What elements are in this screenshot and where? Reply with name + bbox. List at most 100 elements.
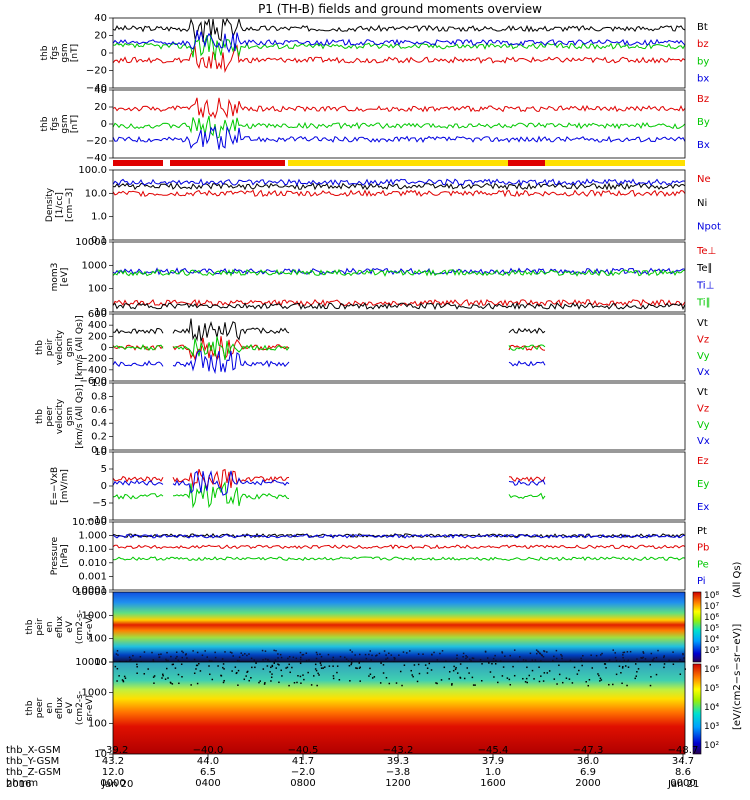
spectrogram-speckle [196, 664, 199, 667]
panel-peer_spec: 10000 1000 100 10 thb peer en eflux eV (cm2-s-sr-… [25, 657, 113, 760]
spectrogram-speckle [299, 658, 302, 661]
legend-fgs-3: bx [697, 74, 709, 85]
spectrogram-speckle [582, 655, 584, 657]
x-tick-label: 6.9 [580, 767, 596, 778]
spectrogram-speckle [657, 649, 659, 652]
spectrogram-speckle [410, 669, 412, 672]
spectrogram-speckle [358, 662, 360, 664]
spectrogram-speckle [320, 664, 322, 666]
spectrogram-speckle [433, 651, 435, 654]
spectrogram-speckle [301, 654, 304, 656]
spectrogram-speckle [170, 682, 172, 684]
spectrogram-speckle [502, 666, 505, 668]
spectrogram-speckle [315, 651, 318, 654]
spectrogram-speckle [152, 676, 155, 678]
colorbar-tick: 10⁵ [704, 684, 719, 694]
spectrogram-speckle [222, 663, 225, 665]
spectrogram-speckle [165, 658, 167, 661]
spectrogram-speckle [261, 649, 264, 652]
spectrogram-speckle [350, 658, 353, 661]
spectrogram-speckle [248, 653, 250, 655]
spectrogram-speckle [440, 679, 443, 681]
spectrogram-speckle [634, 663, 637, 665]
spectrogram-speckle [382, 672, 385, 674]
spectrogram-speckle [171, 683, 174, 685]
spectrogram-speckle [271, 673, 273, 675]
spectrogram-speckle [299, 662, 302, 665]
spectrogram-speckle [123, 675, 126, 678]
legend-fgs-2: by [697, 56, 709, 67]
spectrogram-speckle [571, 682, 574, 684]
y-axis-label: fgs [50, 46, 60, 60]
spectrogram-speckle [614, 656, 617, 659]
spectrogram-speckle [452, 669, 455, 672]
spectrogram-speckle [211, 660, 213, 662]
spectrogram-speckle [480, 680, 483, 682]
spectrogram-speckle [277, 657, 279, 659]
spectrogram-speckle [493, 676, 495, 678]
spectrogram-speckle [139, 656, 142, 658]
spectrogram-speckle [517, 660, 519, 663]
y-tick-label: −600 [80, 376, 107, 387]
spectrogram-speckle [193, 672, 196, 675]
spectrogram-speckle [369, 650, 372, 652]
spectrogram-speckle [176, 655, 178, 658]
legend-density-0: Ne [697, 174, 711, 185]
spectrogram-speckle [175, 651, 178, 653]
spectrogram-speckle [621, 667, 624, 669]
spectrogram-speckle [307, 671, 309, 674]
spectrogram-speckle [370, 659, 372, 661]
y-tick-label: 10.000 [72, 517, 107, 528]
spectrogram-speckle [424, 664, 427, 666]
spectrogram-speckle [468, 672, 470, 674]
spectrogram-speckle [455, 666, 457, 669]
spectrogram-speckle [581, 664, 583, 667]
legend-peir_vel-2: Vy [697, 351, 710, 362]
spectrogram-speckle [243, 678, 246, 681]
spectrogram-speckle [116, 650, 119, 652]
spectrogram-speckle [636, 658, 638, 660]
spectrogram-speckle [196, 651, 199, 654]
spectrogram-speckle [124, 677, 127, 679]
spectrogram-speckle [299, 656, 302, 659]
spectrogram-speckle [413, 664, 416, 666]
spectrogram-speckle [655, 673, 658, 676]
x-tick-label: 37.9 [482, 756, 504, 767]
spectrogram-speckle [600, 679, 603, 681]
y-axis-label: eflux [55, 615, 65, 638]
series-temp-3 [112, 268, 686, 277]
spectrogram-speckle [640, 657, 642, 659]
spectrogram-speckle [548, 670, 551, 672]
spectrogram-speckle [349, 649, 352, 651]
spectrogram-speckle [568, 678, 571, 680]
y-axis-label: Density [45, 187, 55, 222]
spectrogram-speckle [238, 656, 241, 659]
spectrogram-speckle [185, 653, 187, 655]
spectrogram-speckle [385, 654, 387, 656]
y-tick-label: 0.8 [91, 391, 107, 402]
spectrogram-speckle [245, 675, 247, 677]
spectrogram-speckle [463, 677, 466, 680]
spectrogram-speckle [412, 675, 414, 678]
colorbar-tick: 10³ [704, 646, 719, 656]
spectrogram-speckle [319, 662, 322, 664]
spectrogram-speckle [240, 652, 242, 654]
spectrogram-speckle [354, 654, 356, 656]
spectrogram-speckle [615, 673, 618, 676]
panel-pressure: 10.000 1.000 0.100 0.010 0.001 0.0001 Pressure… [50, 517, 709, 596]
x-tick-label: 36.0 [577, 756, 599, 767]
spectrogram-speckle [277, 653, 279, 655]
spectrogram-speckle [471, 657, 474, 659]
spectrogram-speckle [295, 657, 298, 660]
x-tick-label: 6.5 [200, 767, 216, 778]
y-tick-label: 0 [101, 481, 107, 492]
spectrogram-speckle [441, 650, 444, 652]
colorbar-tick: 10⁶ [704, 665, 719, 675]
spectrogram-speckle [472, 684, 475, 686]
y-tick-label: 0.0 [91, 445, 107, 456]
legend-pressure-1: Pb [697, 543, 709, 554]
spectrogram-speckle [489, 671, 492, 673]
x-tick-label: 39.3 [387, 756, 409, 767]
spectrogram-speckle [565, 677, 568, 679]
